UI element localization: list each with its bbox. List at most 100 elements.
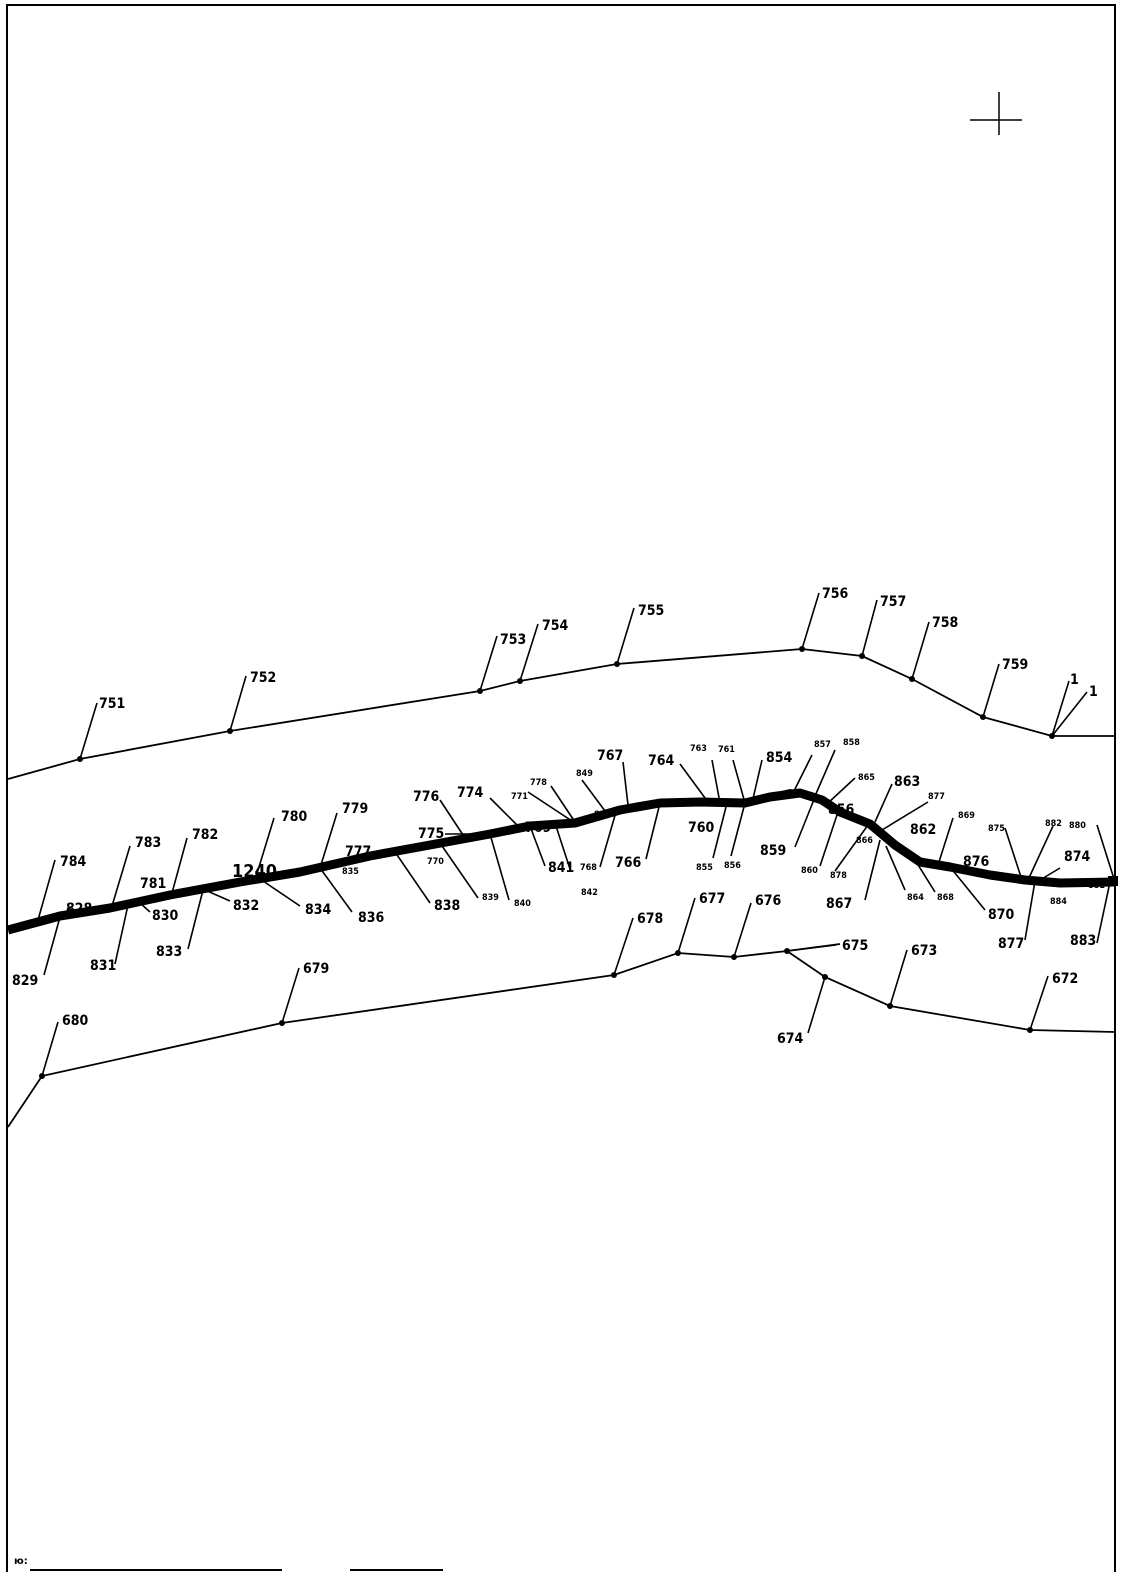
center-label-838: 838 — [434, 898, 460, 914]
lower-label-678: 678 — [637, 911, 663, 927]
center-label-867: 867 — [826, 896, 852, 912]
tiny-label-884: 884 — [1050, 897, 1067, 907]
upper-label-1a: 1 — [1070, 672, 1079, 688]
center-label-783: 783 — [135, 835, 161, 851]
upper-label-1b: 1 — [1089, 684, 1098, 700]
tiny-label-762: 762 — [670, 798, 687, 808]
tiny-label-864: 864 — [907, 893, 924, 903]
center-label-841: 841 — [548, 860, 574, 876]
upper-leaders — [79, 592, 1088, 760]
center-label-877: 877 — [998, 936, 1024, 952]
lower-boundary-line-east — [786, 950, 1116, 1033]
centerline-end-node — [1108, 876, 1118, 886]
center-label-834: 834 — [305, 902, 332, 918]
tiny-label-860: 860 — [801, 866, 818, 876]
center-label-769: 769 — [525, 820, 551, 836]
center-label-831: 831 — [90, 958, 116, 974]
upper-boundary-line — [7, 648, 1115, 780]
lower-leaders — [41, 897, 1049, 1077]
tiny-label-858: 858 — [843, 738, 860, 748]
center-label-859: 859 — [760, 843, 786, 859]
sheet-border — [6, 4, 1116, 1572]
tiny-label-842: 842 — [581, 888, 598, 898]
center-label-874: 874 — [1064, 849, 1091, 865]
upper-label-751: 751 — [99, 696, 125, 712]
lower-label-679: 679 — [303, 961, 329, 977]
tiny-label-835: 835 — [342, 867, 359, 877]
lower-label-675: 675 — [842, 938, 868, 954]
upper-label-754: 754 — [542, 618, 569, 634]
center-label-856: 856 — [828, 802, 855, 818]
lower-label-680: 680 — [62, 1013, 89, 1029]
center-label-767: 767 — [597, 748, 623, 764]
upper-label-752: 752 — [250, 670, 276, 686]
tiny-label-848: 848 — [594, 810, 611, 820]
tiny-label-761: 761 — [718, 745, 735, 755]
center-label-862: 862 — [910, 822, 936, 838]
tiny-label-771: 771 — [511, 792, 528, 802]
center-label-776: 776 — [413, 789, 440, 805]
tiny-label-839: 839 — [482, 893, 499, 903]
tiny-label-882: 882 — [1045, 819, 1062, 829]
lower-label-677: 677 — [699, 891, 725, 907]
lower-label-676: 676 — [755, 893, 782, 909]
tiny-label-778: 778 — [530, 778, 547, 788]
center-label-779: 779 — [342, 801, 368, 817]
center-label-777: 777 — [345, 844, 371, 860]
tiny-label-878: 878 — [830, 871, 847, 881]
crosshair-icon — [970, 92, 1022, 135]
center-label-854: 854 — [766, 750, 793, 766]
center-label-760: 760 — [688, 820, 715, 836]
upper-label-753: 753 — [500, 632, 526, 648]
tiny-label-770: 770 — [427, 857, 444, 867]
lower-label-672: 672 — [1052, 971, 1078, 987]
tiny-label-881: 881 — [1088, 881, 1105, 891]
center-label-781: 781 — [140, 876, 166, 892]
center-label-836: 836 — [358, 910, 385, 926]
center-label-863: 863 — [894, 774, 920, 790]
centerline-annotation: 1240 — [232, 861, 277, 882]
center-label-780: 780 — [281, 809, 308, 825]
center-label-764: 764 — [648, 753, 675, 769]
centerline-thick — [6, 788, 1116, 935]
upper-label-759: 759 — [1002, 657, 1028, 673]
lower-label-674: 674 — [777, 1031, 804, 1047]
center-label-774: 774 — [457, 785, 484, 801]
tiny-label-849: 849 — [576, 769, 593, 779]
center-label-784: 784 — [60, 854, 87, 870]
tiny-label-856: 856 — [724, 861, 741, 871]
tiny-label-840: 840 — [514, 899, 531, 909]
center-label-832: 832 — [233, 898, 259, 914]
center-label-870: 870 — [988, 907, 1015, 923]
center-label-775: 775 — [418, 826, 444, 842]
tiny-label-869: 869 — [958, 811, 975, 821]
bottom-corner-label: ю: — [14, 1556, 28, 1567]
tiny-label-857: 857 — [814, 740, 831, 750]
upper-label-758: 758 — [932, 615, 958, 631]
lower-nodes — [39, 948, 1033, 1079]
tiny-label-875: 875 — [988, 824, 1005, 834]
center-label-876: 876 — [963, 854, 990, 870]
tiny-label-877b: 877 — [928, 792, 945, 802]
center-label-830: 830 — [152, 908, 179, 924]
tiny-label-866: 866 — [856, 836, 873, 846]
lower-label-673: 673 — [911, 943, 937, 959]
upper-label-757: 757 — [880, 594, 906, 610]
centerline-leaders-north — [37, 749, 1116, 921]
tiny-label-868: 868 — [937, 893, 954, 903]
upper-nodes — [77, 646, 1055, 762]
tiny-label-865: 865 — [858, 773, 875, 783]
center-label-829: 829 — [12, 973, 38, 989]
tiny-label-855: 855 — [696, 863, 713, 873]
center-label-766: 766 — [615, 855, 642, 871]
tiny-label-880: 880 — [1069, 821, 1086, 831]
centerline-leaders-south — [43, 796, 1111, 976]
tiny-label-768: 768 — [580, 863, 597, 873]
lower-boundary-line — [7, 943, 841, 1128]
center-label-782: 782 — [192, 827, 218, 843]
upper-label-756: 756 — [822, 586, 849, 602]
center-label-833: 833 — [156, 944, 182, 960]
center-label-883: 883 — [1070, 933, 1096, 949]
tiny-label-763: 763 — [690, 744, 707, 754]
